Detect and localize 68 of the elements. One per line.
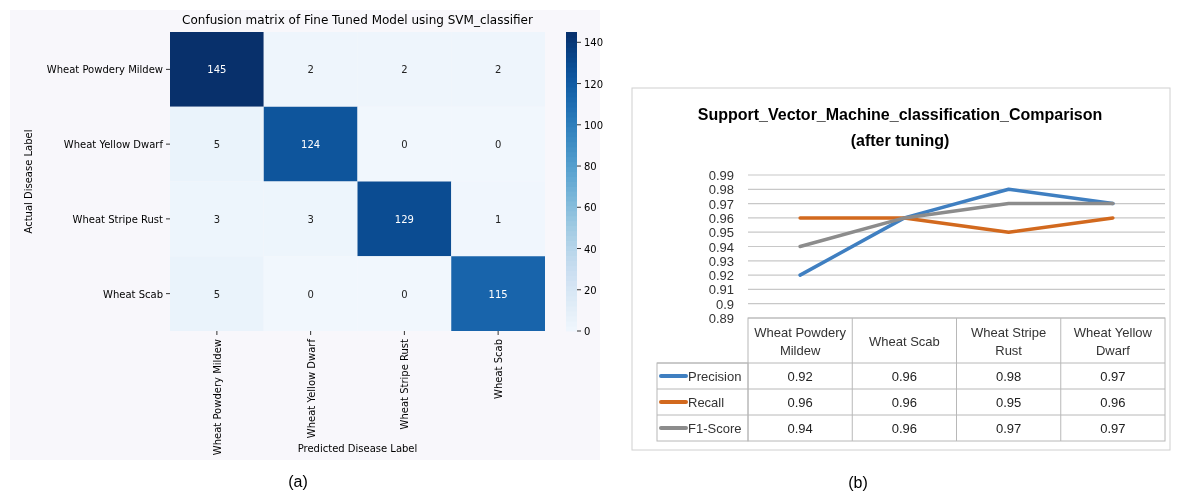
data-label: 0.97 bbox=[1100, 421, 1126, 436]
data-label: 0.96 bbox=[891, 369, 918, 384]
y-tick-label: 0.91 bbox=[708, 282, 734, 298]
x-tick-label: Wheat Scab bbox=[868, 333, 940, 349]
y-tick-label: 0.94 bbox=[708, 239, 734, 255]
data-label: 0 bbox=[494, 139, 502, 151]
data-label: 0.96 bbox=[787, 395, 813, 410]
data-label: 115 bbox=[488, 288, 508, 300]
data-label: 5 bbox=[213, 288, 221, 300]
y-axis-title: Actual Disease Label bbox=[23, 129, 34, 234]
text: (b) bbox=[848, 474, 868, 491]
data-label: 0.96 bbox=[1100, 395, 1126, 410]
data-label: 2 bbox=[494, 64, 502, 76]
data-label: 0.96 bbox=[891, 421, 918, 436]
data-label: 129 bbox=[394, 213, 414, 225]
data-label: 2 bbox=[401, 64, 408, 76]
chart-subtitle: (after tuning) bbox=[850, 132, 950, 149]
data-label: 0 bbox=[401, 139, 408, 151]
y-tick-label: 0.96 bbox=[708, 210, 734, 226]
data-label: 5 bbox=[213, 139, 221, 151]
data-label: 3 bbox=[213, 213, 221, 225]
legend-label: Precision bbox=[688, 369, 742, 384]
data-label: 145 bbox=[207, 64, 227, 76]
data-label: 1 bbox=[494, 213, 502, 225]
data-label: 0.97 bbox=[995, 421, 1022, 436]
y-tick-label: 0.97 bbox=[708, 196, 734, 212]
color-bar-label: 100 bbox=[584, 119, 604, 131]
color-bar-label: 120 bbox=[584, 78, 604, 90]
data-label: 2 bbox=[307, 64, 314, 76]
color-bar-label: 80 bbox=[584, 161, 597, 173]
color-bar-label: 0 bbox=[584, 326, 591, 337]
data-label: 124 bbox=[301, 139, 321, 151]
data-label: 0.92 bbox=[787, 369, 813, 384]
legend-label: Recall bbox=[688, 395, 725, 410]
y-tick-label: 0.92 bbox=[708, 268, 734, 284]
color-bar-label: 20 bbox=[584, 284, 597, 296]
x-tick-label: Wheat Stripe Rust bbox=[399, 338, 411, 430]
y-tick-label: Wheat Scab bbox=[103, 288, 163, 300]
y-tick-label: 0.93 bbox=[708, 253, 734, 269]
y-tick-label: Wheat Powdery Mildew bbox=[46, 64, 163, 76]
y-tick-label: 0.98 bbox=[708, 182, 734, 198]
data-label: 0 bbox=[307, 288, 314, 300]
y-tick-label: 0.99 bbox=[708, 168, 734, 183]
y-tick-label: 0.9 bbox=[715, 296, 734, 312]
data-label: 0.94 bbox=[787, 421, 813, 436]
data-label: 3 bbox=[307, 213, 314, 225]
chart-title: Support_Vector_Machine_classification_Comparison bbox=[697, 106, 1103, 123]
color-bar-label: 40 bbox=[584, 243, 597, 255]
y-tick-label: 0.89 bbox=[708, 311, 734, 326]
x-tick-label: Wheat Yellow Dwarf bbox=[1073, 324, 1153, 358]
text: (a) bbox=[288, 473, 308, 490]
color-bar-label: 140 bbox=[584, 37, 604, 49]
x-tick-label: Wheat Powdery Mildew bbox=[754, 324, 847, 358]
y-tick-label: 0.95 bbox=[708, 225, 734, 241]
x-tick-label: Wheat Yellow Dwarf bbox=[305, 338, 317, 439]
x-tick-label: Wheat Scab bbox=[493, 339, 505, 399]
y-tick-label: Wheat Stripe Rust bbox=[72, 213, 164, 225]
legend-label: F1-Score bbox=[688, 421, 742, 436]
data-label: 0.95 bbox=[995, 395, 1022, 410]
data-label: 0.98 bbox=[995, 369, 1022, 384]
chart-title: Confusion matrix of Fine Tuned Model using SVM_classifier bbox=[182, 13, 533, 27]
x-axis-title: Predicted Disease Label bbox=[297, 443, 418, 454]
data-label: 0.96 bbox=[891, 395, 918, 410]
color-bar-label: 60 bbox=[584, 202, 597, 214]
data-label: 0 bbox=[401, 288, 408, 300]
y-tick-label: Wheat Yellow Dwarf bbox=[63, 139, 164, 151]
data-label: 0.97 bbox=[1100, 369, 1126, 384]
x-tick-label: Wheat Stripe Rust bbox=[971, 324, 1047, 358]
